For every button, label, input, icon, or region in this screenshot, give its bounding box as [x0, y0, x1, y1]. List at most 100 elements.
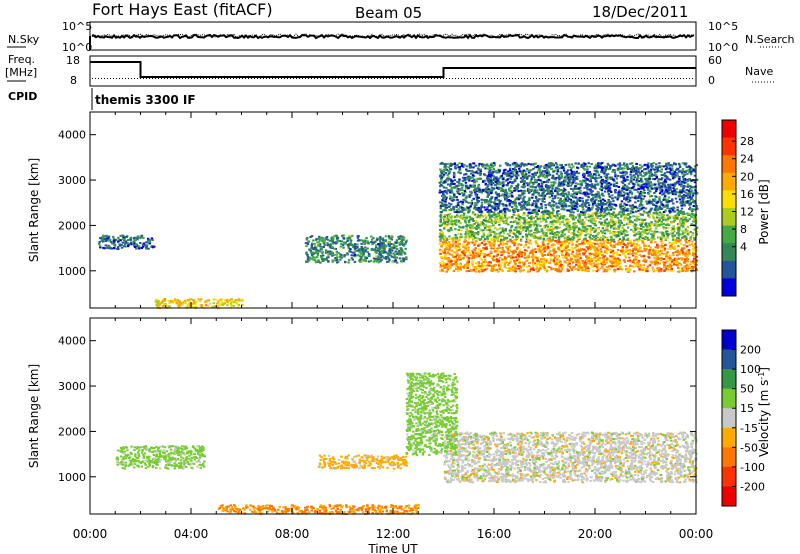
data-cell	[473, 244, 476, 246]
data-cell	[540, 194, 543, 197]
data-cell	[525, 219, 529, 222]
data-cell	[692, 186, 695, 189]
data-cell	[682, 188, 685, 191]
data-cell	[574, 192, 577, 194]
data-cell	[543, 266, 546, 269]
data-cell	[554, 261, 558, 264]
data-cell	[467, 201, 470, 204]
data-cell	[471, 233, 474, 236]
data-cell	[502, 228, 506, 231]
data-cell	[583, 248, 586, 251]
data-cell	[444, 244, 448, 247]
data-cell	[666, 188, 669, 191]
data-cell	[694, 170, 697, 173]
data-cell	[684, 229, 688, 232]
data-cell	[544, 268, 547, 271]
data-cell	[667, 248, 670, 251]
data-cell	[480, 206, 484, 209]
data-cell	[520, 255, 523, 258]
data-cell	[543, 197, 546, 200]
data-cell	[482, 236, 485, 239]
data-cell	[651, 236, 655, 239]
data-cell	[594, 220, 597, 223]
data-cell	[443, 251, 446, 254]
data-cell	[457, 184, 460, 187]
data-cell	[533, 262, 537, 265]
data-cell	[568, 242, 571, 245]
data-cell	[586, 184, 590, 187]
data-cell	[600, 245, 603, 248]
cpid-program: themis 3300 IF	[95, 93, 196, 107]
data-cell	[633, 258, 636, 261]
data-cell	[460, 254, 463, 257]
data-cell	[442, 192, 445, 195]
data-cell	[685, 162, 688, 165]
data-cell	[477, 255, 481, 258]
data-cell	[471, 250, 474, 253]
data-cell	[567, 218, 570, 221]
data-cell	[665, 253, 668, 256]
data-cell	[570, 246, 574, 249]
data-cell	[652, 198, 655, 201]
data-cell	[597, 249, 601, 252]
data-cell	[511, 268, 514, 271]
data-cell	[560, 266, 563, 269]
data-cell	[531, 235, 534, 238]
data-cell	[586, 193, 589, 196]
data-cell	[668, 232, 672, 235]
data-cell	[600, 230, 603, 233]
data-cell	[605, 222, 608, 225]
data-cell	[656, 225, 659, 227]
data-cell	[454, 219, 457, 222]
data-cell	[624, 203, 627, 206]
data-cell	[648, 199, 651, 202]
data-cell	[616, 263, 619, 266]
data-cell	[498, 227, 502, 230]
data-cell	[574, 256, 577, 259]
data-cell	[687, 249, 691, 252]
data-cell	[562, 242, 566, 245]
data-cell	[610, 262, 614, 265]
data-cell	[554, 269, 557, 272]
data-cell	[564, 196, 567, 199]
data-cell	[683, 261, 686, 264]
data-cell	[442, 215, 446, 218]
data-cell	[613, 226, 616, 229]
data-cell	[595, 166, 599, 168]
data-cell	[443, 257, 447, 260]
data-cell	[449, 258, 452, 261]
data-cell	[633, 219, 637, 222]
data-cell	[575, 252, 578, 255]
data-cell	[513, 229, 516, 231]
data-cell	[549, 249, 552, 252]
data-cell	[458, 178, 461, 181]
data-cell	[693, 200, 696, 203]
data-cell	[559, 260, 562, 263]
data-cell	[594, 253, 597, 256]
data-cell	[521, 226, 525, 229]
data-cell	[662, 183, 665, 185]
data-cell	[570, 269, 574, 271]
data-cell	[604, 221, 607, 224]
data-cell	[682, 194, 686, 197]
data-cell	[645, 229, 648, 232]
data-cell	[525, 238, 529, 241]
data-cell	[493, 231, 496, 234]
data-cell	[528, 211, 531, 214]
data-cell	[525, 164, 528, 167]
data-cell	[673, 219, 676, 222]
data-cell	[447, 166, 451, 169]
data-cell	[596, 254, 600, 257]
data-cell	[473, 249, 477, 252]
data-cell	[509, 268, 513, 271]
data-cell	[552, 183, 556, 186]
data-cell	[638, 227, 641, 230]
data-cell	[506, 162, 509, 165]
data-cell	[612, 227, 616, 230]
data-cell	[620, 230, 623, 233]
data-cell	[522, 164, 526, 167]
data-cell	[570, 167, 573, 169]
data-cell	[511, 195, 514, 198]
data-cell	[527, 191, 531, 194]
noise-left-tick-low: 10^0	[62, 41, 92, 54]
